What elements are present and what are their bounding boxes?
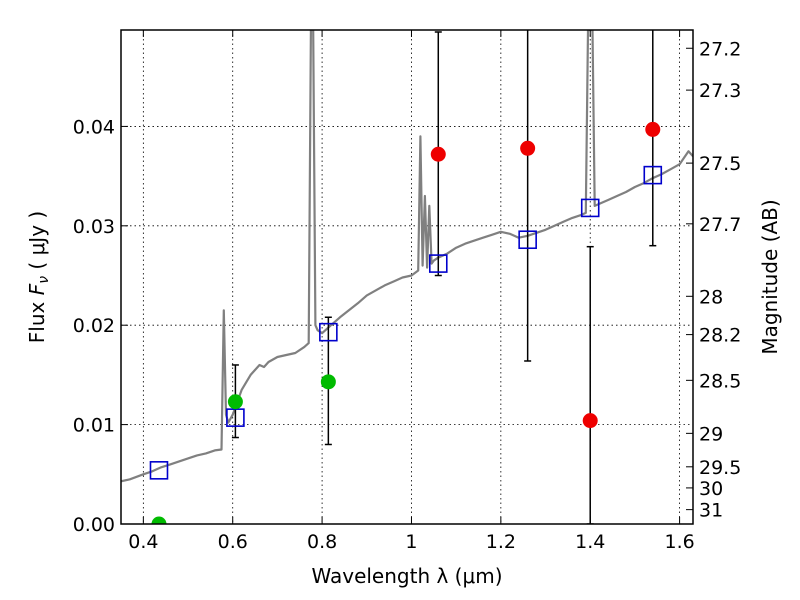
y-tick-label: 0.01: [73, 415, 115, 437]
y-axis-label: Flux Fν ( μJy ): [25, 211, 52, 343]
magnitude-tick-label: 28.5: [699, 370, 741, 392]
y-axis-label-suffix: ( μJy ): [25, 211, 49, 276]
x-tick-label: 1: [405, 531, 417, 553]
detection-point: [151, 516, 167, 524]
detection-point: [320, 374, 336, 390]
upper-limit-point: [430, 146, 446, 162]
model-spectrum-line: [121, 30, 693, 483]
y-axis-label-subscript: ν: [36, 276, 52, 284]
observed-points-layer: [151, 121, 661, 524]
model-photometry-square: [149, 461, 169, 480]
plot-frame: [120, 29, 694, 525]
y-tick-label: 0.04: [73, 116, 115, 138]
x-tick-label: 0.4: [128, 531, 158, 553]
magnitude-tick-label: 27.7: [699, 214, 741, 236]
magnitude-tick-label: 27.5: [699, 153, 741, 175]
y-axis-ticks: 0.00 0.01 0.02 0.03 0.04: [73, 116, 128, 536]
magnitude-tick-label: 28: [699, 286, 723, 308]
x-tick-label: 1.2: [486, 531, 516, 553]
magnitude-tick-label: 27.3: [699, 80, 741, 102]
x-tick-label: 0.6: [218, 531, 248, 553]
magnitude-axis-label: Magnitude (AB): [758, 199, 782, 354]
model-photometry-square: [643, 165, 663, 185]
upper-limit-point: [582, 413, 598, 429]
magnitude-tick-label: 28.2: [699, 325, 741, 347]
magnitude-tick-label: 31: [699, 500, 723, 522]
x-tick-label: 1.4: [575, 531, 605, 553]
y-tick-label: 0.03: [73, 216, 115, 238]
model-photometry-square: [319, 322, 338, 342]
upper-limit-point: [520, 140, 536, 156]
y-axis-label-symbol: F: [25, 283, 49, 295]
model-spectrum-layer: [121, 30, 693, 483]
model-photometry-square: [518, 230, 537, 250]
detection-point: [227, 394, 243, 410]
y-tick-label: 0.02: [73, 315, 115, 337]
x-axis-ticks: 0.4 0.6 0.8 1 1.2 1.4 1.6: [128, 30, 695, 553]
y-axis-label-prefix: Flux: [25, 295, 49, 343]
x-tick-label: 1.6: [664, 531, 694, 553]
x-tick-label: 0.8: [307, 531, 337, 553]
x-axis-label: Wavelength λ (μm): [311, 564, 502, 588]
y-tick-label: 0.00: [73, 514, 115, 536]
upper-limit-point: [645, 121, 661, 137]
magnitude-tick-label: 29.5: [699, 457, 741, 479]
magnitude-tick-label: 29: [699, 423, 723, 445]
model-photometry-square: [428, 254, 448, 273]
model-photometry-square: [580, 198, 600, 218]
magnitude-tick-label: 30: [699, 478, 723, 500]
magnitude-tick-label: 27.2: [699, 38, 741, 60]
